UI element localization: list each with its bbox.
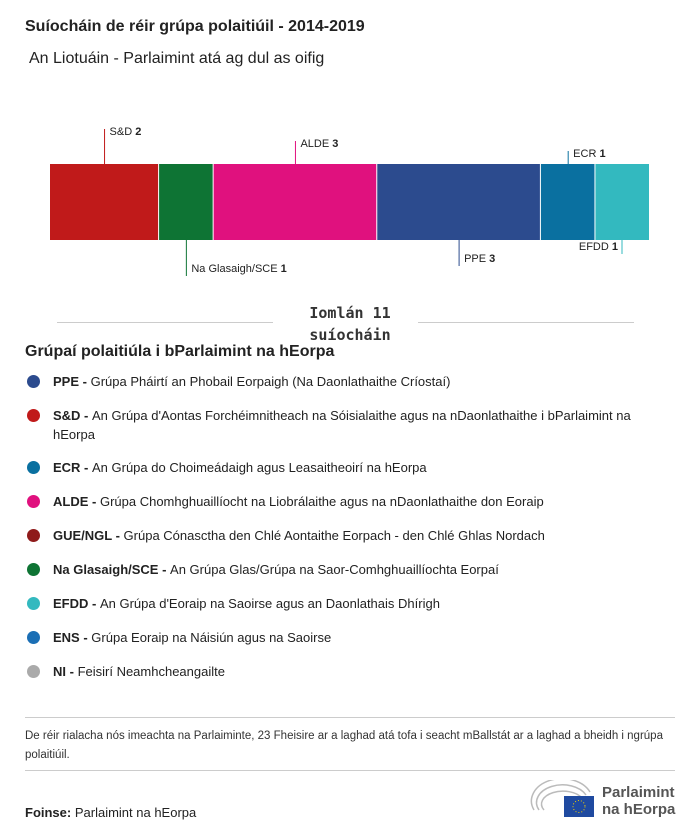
legend-color-dot	[27, 495, 40, 508]
legend-heading: Grúpaí polaitiúla i bParlaimint na hEorp…	[25, 343, 335, 360]
divider	[25, 717, 675, 718]
bar-segment-5	[595, 164, 649, 240]
legend-abbr: ALDE -	[53, 494, 100, 509]
legend-text: Grúpa Pháirtí an Phobail Eorpaigh (Na Da…	[90, 374, 451, 389]
legend-abbr: PPE -	[53, 374, 91, 389]
legend-text: Grúpa Cónasctha den Chlé Aontaithe Eorpa…	[123, 528, 545, 543]
legend-abbr: NI -	[53, 664, 78, 679]
legend-abbr: Na Glasaigh/SCE -	[53, 562, 171, 577]
data-label: ALDE 3	[300, 138, 338, 150]
legend-color-dot	[27, 375, 40, 388]
divider	[57, 322, 273, 323]
bar-segment-3	[377, 164, 540, 240]
legend-item: GUE/NGL - Grúpa Cónasctha den Chlé Aonta…	[25, 526, 675, 545]
legend-abbr: ECR -	[53, 460, 92, 475]
legend-color-dot	[27, 631, 40, 644]
source: Foinse: Parlaimint na hEorpa	[25, 805, 196, 820]
divider	[418, 322, 634, 323]
legend-item: Na Glasaigh/SCE - An Grúpa Glas/Grúpa na…	[25, 560, 675, 579]
data-label: S&D 2	[110, 126, 142, 138]
legend-text: Grúpa Chomhghuaillíocht na Liobrálaithe …	[99, 494, 544, 509]
chart-title: Suíocháin de réir grúpa polaitiúil - 201…	[25, 18, 365, 35]
legend-color-dot	[27, 529, 40, 542]
total-line2: suíocháin	[309, 326, 391, 344]
bar-segment-4	[540, 164, 595, 240]
parliament-hemicycle-icon	[530, 777, 594, 817]
legend-item: ECR - An Grúpa do Choimeádaigh agus Leas…	[25, 458, 675, 477]
data-label: PPE 3	[464, 253, 495, 265]
legend-abbr: GUE/NGL -	[53, 528, 124, 543]
total-line1: Iomlán 11	[309, 304, 391, 322]
legend-abbr: ENS -	[53, 630, 92, 645]
legend-item: ENS - Grúpa Eoraip na Náisiún agus na Sa…	[25, 628, 675, 647]
eu-flag-icon	[564, 796, 594, 817]
legend-text: Grúpa Eoraip na Náisiún agus na Saoirse	[91, 630, 332, 645]
total-label: Iomlán 11 suíocháin	[280, 302, 420, 346]
ep-logo: Parlaimint na hEorpa	[530, 777, 680, 820]
logo-line1: Parlaimint	[602, 784, 675, 801]
legend-abbr: S&D -	[53, 408, 92, 423]
bar-segment-2	[213, 164, 377, 240]
legend-text: An Grúpa do Choimeádaigh agus Leasaitheo…	[92, 460, 427, 475]
legend-color-dot	[27, 563, 40, 576]
divider	[25, 770, 675, 771]
data-label: EFDD 1	[579, 241, 618, 253]
legend-color-dot	[27, 597, 40, 610]
legend-text: An Grúpa d'Aontas Forchéimnitheach na Só…	[53, 408, 631, 442]
legend-item: NI - Feisirí Neamhcheangailte	[25, 662, 675, 681]
logo-line2: na hEorpa	[602, 801, 676, 818]
seat-bar-chart: S&D 2 Na Glasaigh/SCE 1 ALDE 3 PPE 3 ECR 1 EF…	[50, 126, 649, 276]
bar-segment-0	[50, 164, 159, 240]
bar-segment-1	[159, 164, 213, 240]
legend-item: ALDE - Grúpa Chomhghuaillíocht na Liobrá…	[25, 492, 675, 511]
data-label: Na Glasaigh/SCE 1	[191, 263, 286, 275]
legend-text: An Grúpa d'Eoraip na Saoirse agus an Dao…	[99, 596, 440, 611]
source-label: Foinse:	[25, 805, 72, 820]
legend-text: Feisirí Neamhcheangailte	[77, 664, 225, 679]
footnote: De réir rialacha nós imeachta na Parlaim…	[25, 730, 663, 761]
legend-color-dot	[27, 461, 40, 474]
legend-color-dot	[27, 665, 40, 678]
legend-text: An Grúpa Glas/Grúpa na Saor-Comhghuaillí…	[170, 562, 499, 577]
legend-abbr: EFDD -	[53, 596, 100, 611]
chart-subtitle: An Liotuáin - Parlaimint atá ag dul as o…	[29, 50, 325, 67]
legend-item: EFDD - An Grúpa d'Eoraip na Saoirse agus…	[25, 594, 675, 613]
legend-color-dot	[27, 409, 40, 422]
legend-item: PPE - Grúpa Pháirtí an Phobail Eorpaigh …	[25, 372, 675, 391]
source-text: Parlaimint na hEorpa	[71, 805, 197, 820]
data-label: ECR 1	[573, 148, 605, 160]
legend-item: S&D - An Grúpa d'Aontas Forchéimnitheach…	[25, 406, 675, 444]
